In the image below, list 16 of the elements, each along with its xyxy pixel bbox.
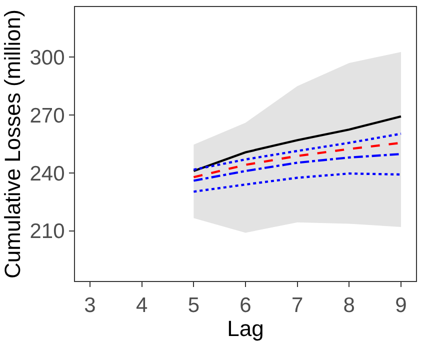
- x-axis-title: Lag: [227, 316, 264, 341]
- y-tick-label: 270: [30, 104, 65, 128]
- x-tick-label: 3: [84, 294, 96, 318]
- y-axis-title: Cumulative Losses (million): [0, 10, 25, 278]
- x-tick-label: 7: [291, 294, 304, 318]
- line-series: [192, 172, 402, 193]
- y-tick-label: 300: [30, 46, 65, 70]
- x-tick-label: 6: [240, 294, 252, 318]
- x-tick-label: 4: [136, 294, 148, 318]
- x-tick-label: 8: [343, 294, 355, 318]
- x-tick-label: 9: [395, 294, 407, 318]
- x-tick-label: 5: [188, 294, 200, 318]
- line-series: [192, 132, 402, 171]
- y-tick-label: 210: [30, 220, 65, 244]
- line-series: [192, 115, 402, 172]
- y-tick-label: 240: [30, 162, 65, 186]
